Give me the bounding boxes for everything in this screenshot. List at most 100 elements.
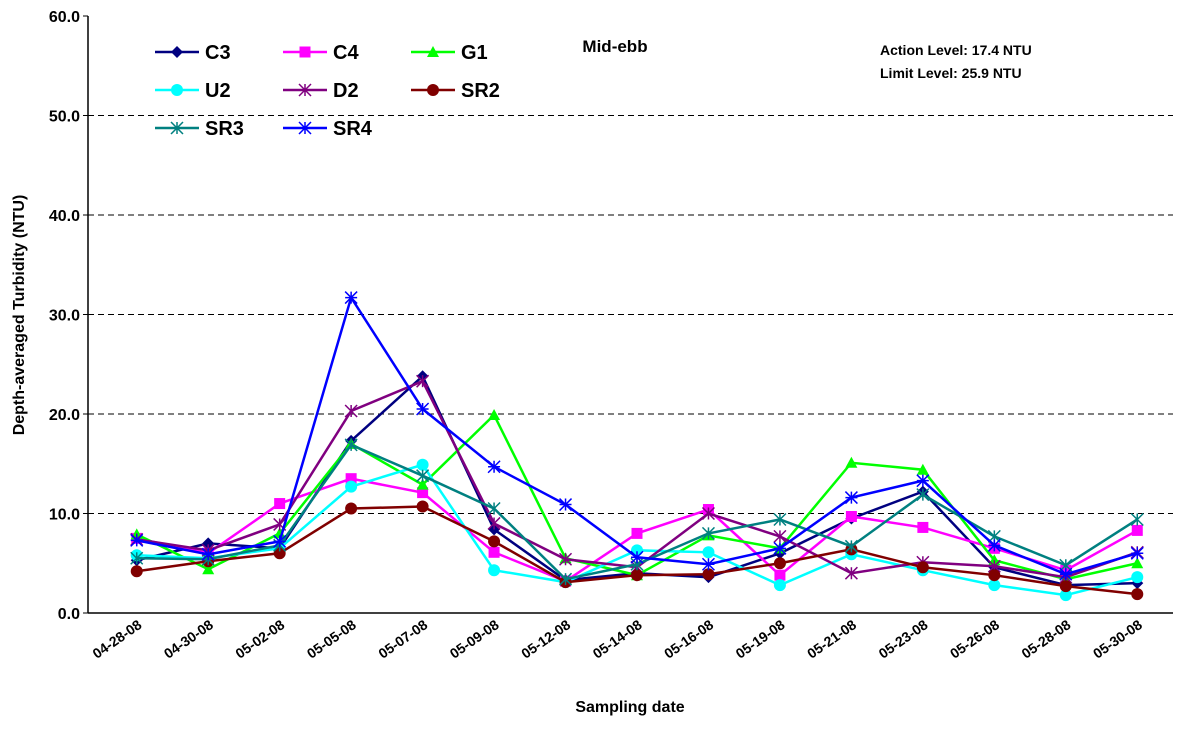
y-tick-label: 30.0 (49, 308, 80, 325)
y-tick-label: 50.0 (49, 109, 80, 126)
marker (773, 512, 787, 527)
legend-label: U2 (205, 80, 231, 102)
marker (345, 480, 358, 493)
marker (273, 547, 286, 560)
marker (631, 527, 643, 539)
marker (773, 557, 786, 570)
marker (488, 535, 501, 548)
marker (427, 46, 439, 57)
marker (298, 83, 312, 97)
marker (773, 529, 787, 543)
legend-item: D2 (283, 80, 359, 102)
marker (774, 569, 786, 581)
marker (416, 469, 430, 483)
marker (416, 458, 429, 471)
y-tick-label: 40.0 (49, 208, 80, 225)
marker (344, 404, 358, 418)
y-tick-label: 60.0 (49, 9, 80, 26)
marker (202, 563, 215, 575)
marker (488, 564, 501, 577)
legend-label: C4 (333, 42, 359, 64)
marker (559, 572, 573, 586)
marker (344, 291, 358, 305)
legend-label: D2 (333, 80, 359, 102)
marker (917, 521, 929, 533)
marker (417, 487, 429, 499)
x-tick-label: 05-14-08 (590, 616, 645, 661)
chart-title: Mid-ebb (582, 37, 647, 56)
marker (299, 46, 311, 58)
series (130, 500, 1144, 601)
x-tick-label: 05-30-08 (1090, 616, 1145, 661)
marker (170, 121, 184, 135)
marker (701, 506, 715, 521)
legend-item: U2 (155, 80, 231, 102)
annotation: Action Level: 17.4 NTU (880, 42, 1032, 58)
marker (1131, 588, 1144, 601)
marker (845, 510, 857, 522)
marker (916, 474, 930, 488)
marker (416, 500, 429, 513)
marker (987, 538, 1001, 552)
marker (130, 565, 143, 578)
marker (298, 121, 312, 135)
x-tick-label: 05-07-08 (375, 616, 430, 661)
marker (487, 460, 501, 474)
x-tick-label: 05-16-08 (661, 616, 716, 661)
marker (630, 550, 644, 564)
marker (273, 527, 286, 539)
marker (488, 408, 501, 420)
x-tick-label: 05-19-08 (733, 616, 788, 661)
series (130, 291, 1144, 581)
marker (344, 438, 358, 452)
marker (844, 539, 858, 553)
marker (488, 546, 500, 558)
marker (427, 84, 439, 96)
marker (1131, 571, 1144, 584)
legend-item: C4 (283, 42, 359, 64)
marker (701, 557, 715, 571)
x-tick-label: 05-12-08 (518, 616, 573, 661)
x-tick-label: 05-09-08 (447, 616, 502, 661)
marker (845, 456, 858, 468)
marker (844, 491, 858, 505)
y-tick-label: 10.0 (49, 507, 80, 524)
marker (345, 502, 358, 515)
legend-item: SR2 (411, 80, 500, 102)
legend-label: G1 (461, 42, 488, 64)
x-axis-label: Sampling date (575, 699, 684, 716)
marker (988, 579, 1001, 592)
marker (487, 516, 501, 530)
marker (274, 498, 286, 510)
x-tick-label: 05-21-08 (804, 616, 859, 661)
marker (1059, 567, 1073, 581)
x-tick-label: 05-05-08 (304, 616, 359, 661)
marker (171, 46, 183, 58)
marker (487, 501, 501, 516)
marker (171, 84, 183, 96)
marker (1131, 557, 1144, 569)
marker (916, 463, 929, 475)
legend-label: SR4 (333, 118, 373, 140)
y-tick-label: 0.0 (58, 606, 80, 623)
marker (1059, 580, 1072, 593)
x-tick-label: 04-30-08 (161, 616, 216, 661)
marker (130, 551, 144, 565)
marker (702, 546, 715, 559)
legend-item: C3 (155, 42, 231, 64)
marker (273, 534, 287, 548)
marker (701, 526, 715, 540)
marker (416, 402, 430, 416)
marker (416, 374, 430, 388)
x-tick-label: 05-23-08 (875, 616, 930, 661)
marker (559, 552, 573, 566)
legend-label: SR3 (205, 118, 244, 140)
x-tick-label: 05-02-08 (232, 616, 287, 661)
marker (345, 473, 357, 485)
x-tick-label: 05-26-08 (947, 616, 1002, 661)
marker (201, 547, 215, 561)
marker (844, 566, 858, 580)
marker (916, 488, 930, 502)
marker (773, 579, 786, 592)
marker (130, 533, 144, 547)
